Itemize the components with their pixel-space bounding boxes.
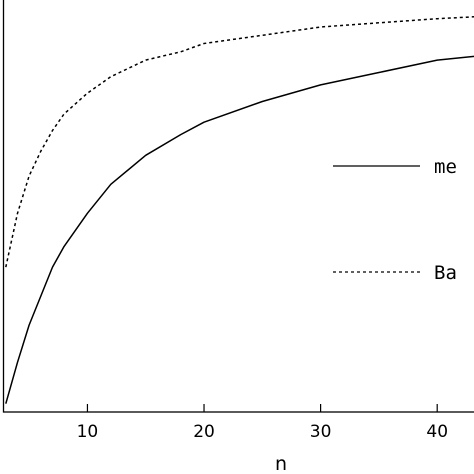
legend-label-me: me <box>434 156 457 178</box>
legend: me Ba <box>333 156 457 284</box>
x-tick-label: 40 <box>426 422 448 442</box>
x-tick-label: 30 <box>310 422 332 442</box>
x-tick-label: 10 <box>77 422 99 442</box>
plot-frame <box>2 0 474 413</box>
series-line-me <box>5 55 474 404</box>
legend-label-ba: Ba <box>434 262 457 284</box>
x-tick-label: 20 <box>193 422 215 442</box>
x-axis-label: n <box>275 453 287 474</box>
